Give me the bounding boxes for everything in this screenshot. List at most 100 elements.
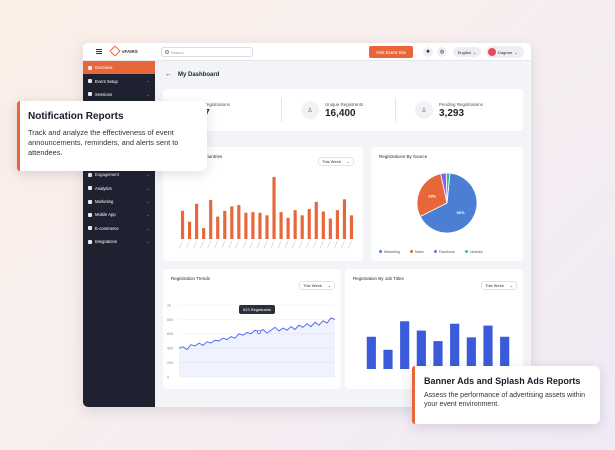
period-select-label: This Week xyxy=(322,159,341,164)
line-series xyxy=(178,317,336,351)
menu-icon[interactable] xyxy=(96,49,102,54)
country-bar xyxy=(335,210,339,239)
plug-icon xyxy=(88,239,92,244)
sidebar-item-label: Event Setup xyxy=(95,78,118,84)
visit-event-site-button[interactable]: Visit Event Site xyxy=(369,46,413,58)
sidebar-item-label: Overview xyxy=(95,65,113,71)
country-tick-label xyxy=(263,240,268,249)
country-bar xyxy=(349,215,354,239)
country-bar xyxy=(202,228,206,239)
sidebar-item-event-setup[interactable]: Event Setup ⌄ xyxy=(83,74,155,87)
country-tick-label xyxy=(179,240,183,249)
legend-label: Marketing xyxy=(384,250,400,254)
page-header: ← My Dashboard xyxy=(165,71,219,78)
sidebar-item-engagement[interactable]: Engagement ⌄ xyxy=(83,168,155,181)
cart-icon xyxy=(88,226,92,231)
legend-label: Facebook xyxy=(438,250,455,254)
chevron-down-icon: ⌄ xyxy=(146,91,150,97)
main-content: ← My Dashboard ☺ Total Registrations 707… xyxy=(155,61,531,407)
sidebar-item-mobile-app[interactable]: Mobile App ⌄ xyxy=(83,208,155,221)
pie-legend: Marketing Sales Facebook Linkedin xyxy=(379,250,483,254)
country-tick-label xyxy=(207,240,211,249)
chevron-down-icon: ⌄ xyxy=(146,212,150,218)
bulb-icon[interactable]: ✹ xyxy=(423,47,433,57)
job-title-bar xyxy=(450,323,460,369)
legend-swatch xyxy=(379,250,382,253)
sidebar-item-sessions[interactable]: Sessions ⌄ xyxy=(83,88,155,101)
card-title: Countries xyxy=(203,154,223,159)
stat-value: 16,400 xyxy=(325,107,356,119)
y-tick-label: 200 xyxy=(167,361,173,365)
page-title: My Dashboard xyxy=(178,71,220,78)
divider xyxy=(281,98,282,122)
globe-icon[interactable]: ◍ xyxy=(437,47,447,57)
avatar xyxy=(488,48,496,56)
chart-tooltip: 623 Registrants xyxy=(239,305,276,314)
sidebar-item-integrations[interactable]: Integrations ⌄ xyxy=(83,235,155,248)
sidebar-item-marketing[interactable]: Marketing ⌄ xyxy=(83,195,155,208)
country-bar xyxy=(258,212,262,239)
country-bar xyxy=(279,212,283,239)
country-bar xyxy=(286,217,290,239)
country-tick-label xyxy=(270,240,275,249)
card-title: Registration By Job Titles xyxy=(353,276,404,281)
job-title-bar xyxy=(466,337,476,369)
user-name: Dagmar xyxy=(498,49,513,55)
settings-icon xyxy=(88,79,92,84)
country-tick-label xyxy=(348,240,352,249)
country-tick-label xyxy=(193,240,197,249)
pie-slice-label: 29% xyxy=(428,193,436,198)
sidebar-item-e-commerce[interactable]: E-commerce ⌄ xyxy=(83,222,155,235)
chevron-down-icon: ⌄ xyxy=(146,239,150,245)
stat-label: Unique Registrants xyxy=(325,101,364,107)
country-tick-label xyxy=(313,240,317,249)
period-select-label: This Week xyxy=(485,283,504,288)
period-select[interactable]: This Week ⌄ xyxy=(299,281,335,290)
pie-slice xyxy=(445,172,451,204)
sidebar-item-overview[interactable]: Overview xyxy=(83,61,155,75)
trends-line-chart: 1k 800 600 400 200 0 xyxy=(167,303,336,379)
chevron-down-icon: ⌄ xyxy=(146,198,150,204)
stat-unique-registrants: ♙ Unique Registrants 16,400 xyxy=(301,101,363,119)
job-title-bar xyxy=(366,336,376,369)
search-input[interactable]: Search xyxy=(161,47,253,57)
period-select-label: This Week xyxy=(303,283,322,288)
job-title-bar xyxy=(400,321,410,369)
country-tick-label xyxy=(256,240,261,249)
country-bar xyxy=(300,215,304,239)
chevron-down-icon: ⌄ xyxy=(146,185,150,191)
period-select[interactable]: This Week ⌄ xyxy=(481,281,517,290)
chevron-down-icon: ⌄ xyxy=(509,283,513,288)
legend-item: Linkedin xyxy=(464,250,483,254)
stat-pending-registrations: ♙ Pending Registrations 3,293 xyxy=(415,101,483,119)
country-bar xyxy=(216,216,220,239)
country-tick-label xyxy=(327,240,331,249)
callout-title: Banner Ads and Splash Ads Reports xyxy=(424,376,581,386)
language-select[interactable]: English ⌄ xyxy=(453,47,481,57)
y-tick-label: 400 xyxy=(167,347,173,351)
y-tick-label: 0 xyxy=(167,375,169,379)
country-bar xyxy=(265,215,269,239)
legend-item: Marketing xyxy=(379,250,400,254)
legend-swatch xyxy=(409,250,413,253)
accent-bar xyxy=(17,101,20,171)
logo-icon xyxy=(109,45,121,57)
job-title-bar xyxy=(416,330,426,369)
back-arrow-icon[interactable]: ← xyxy=(165,71,172,78)
sidebar-item-analytics[interactable]: Analytics ⌄ xyxy=(83,182,155,195)
country-tick-label xyxy=(298,240,303,249)
stat-label: Total Registrations xyxy=(193,101,231,107)
chevron-down-icon: ⌄ xyxy=(472,49,477,55)
logo: vFAIRS xyxy=(109,45,138,57)
line-point xyxy=(257,330,261,335)
country-bar xyxy=(209,199,213,239)
period-select[interactable]: This Week ⌄ xyxy=(318,157,354,166)
country-tick-label xyxy=(221,240,226,249)
user-menu[interactable]: Dagmar ⌄ xyxy=(486,46,524,58)
chevron-down-icon: ⌄ xyxy=(327,283,331,288)
stats-card: ☺ Total Registrations 707 ♙ Unique Regis… xyxy=(163,89,523,131)
source-pie-chart: 66% 29% xyxy=(416,172,478,234)
y-tick-label: 1k xyxy=(167,303,171,307)
chevron-down-icon: ⌄ xyxy=(146,225,150,231)
country-tick-label xyxy=(200,240,204,249)
